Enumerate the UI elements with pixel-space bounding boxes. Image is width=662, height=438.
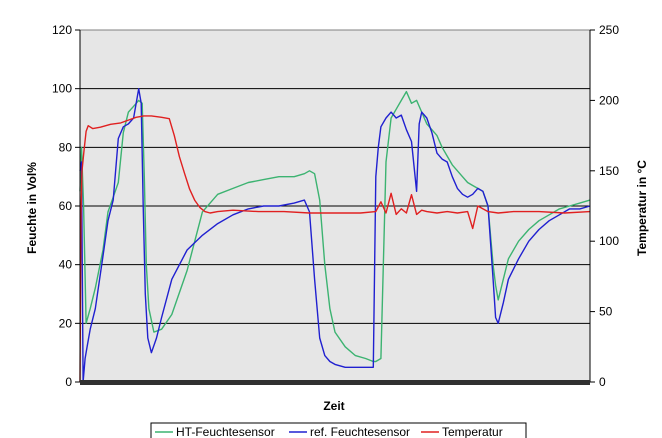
y2-tick-label: 100 bbox=[599, 234, 619, 248]
y-tick-label: 80 bbox=[59, 140, 73, 154]
y2-tick-labels: 0 50 100 150 200 250 bbox=[590, 23, 619, 389]
y-tick-label: 0 bbox=[65, 375, 72, 389]
series-lines bbox=[79, 87, 591, 383]
legend-items: HT-Feuchtesensor ref. Feuchtesensor Temper… bbox=[155, 425, 503, 438]
y-tick-labels: 0 20 40 60 80 100 120 bbox=[52, 23, 80, 389]
y-tick-label: 100 bbox=[52, 82, 72, 96]
y-tick-label: 40 bbox=[59, 258, 73, 272]
series-line-1 bbox=[79, 87, 591, 383]
y2-tick-label: 150 bbox=[599, 164, 619, 178]
legend: HT-Feuchtesensor ref. Feuchtesensor Temper… bbox=[150, 422, 527, 438]
y2-tick-label: 50 bbox=[599, 305, 613, 319]
legend-label-0: HT-Feuchtesensor bbox=[176, 425, 275, 438]
series-line-2 bbox=[79, 115, 591, 383]
y-tick-label: 60 bbox=[59, 199, 73, 213]
x-axis-bar bbox=[80, 380, 590, 385]
y2-tick-label: 200 bbox=[599, 93, 619, 107]
y-axis-title: Feuchte in Vol% bbox=[25, 162, 39, 254]
y-tick-label: 20 bbox=[59, 316, 73, 330]
y-tick-label: 120 bbox=[52, 23, 72, 37]
legend-label-2: Temperatur bbox=[442, 425, 503, 438]
y2-tick-label: 0 bbox=[599, 375, 606, 389]
y2-tick-label: 250 bbox=[599, 23, 619, 37]
legend-label-1: ref. Feuchtesensor bbox=[310, 425, 410, 438]
legend-box bbox=[150, 422, 527, 438]
x-axis-title: Zeit bbox=[323, 399, 344, 413]
y2-axis-title: Temperatur in °C bbox=[635, 160, 649, 256]
